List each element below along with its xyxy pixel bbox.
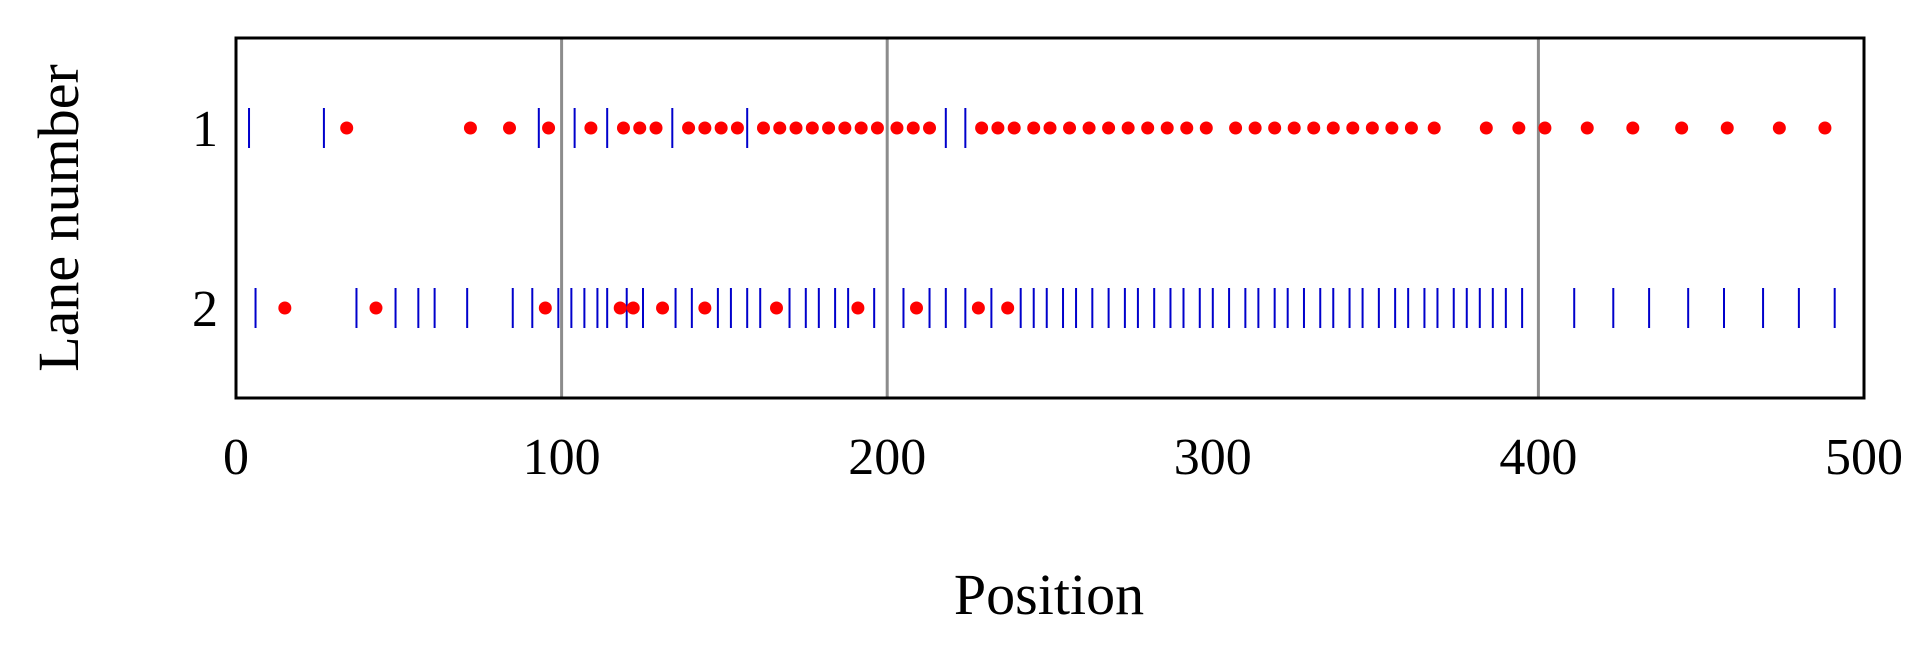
lane-1-dot-mark — [1141, 121, 1155, 135]
lane-1-dot-mark — [870, 121, 884, 135]
lane-1-dot-mark — [1365, 121, 1379, 135]
lane-1-dot-mark — [1121, 121, 1135, 135]
lane-1-dot-mark — [923, 121, 937, 135]
x-tick-labels: 0 100 200 300 400 500 — [223, 429, 1903, 486]
lane-1-dot-mark — [1385, 121, 1399, 135]
lane-1-dot-mark — [503, 121, 517, 135]
lane-1-dot-mark — [1268, 121, 1282, 135]
lane-2-dot-mark — [538, 301, 552, 315]
lane-1-dot-mark — [1307, 121, 1321, 135]
lane-2-dot-mark — [971, 301, 985, 315]
lane-2-dot-mark — [910, 301, 924, 315]
lane-2-dot-mark — [278, 301, 292, 315]
x-tick-label: 0 — [223, 429, 249, 486]
x-tick-label: 400 — [1499, 429, 1577, 486]
y-tick-labels: 12 — [192, 101, 218, 338]
lane-1-dot-mark — [1043, 121, 1057, 135]
lane-1-dot-mark — [773, 121, 787, 135]
lane-2-dot-mark — [369, 301, 383, 315]
x-tick-label: 200 — [848, 429, 926, 486]
lane-1-dot-mark — [542, 121, 556, 135]
lane-1-dot-mark — [1027, 121, 1041, 135]
lane-1-dot-mark — [789, 121, 803, 135]
lane-1-dot-mark — [1199, 121, 1213, 135]
lane-2-dot-mark — [626, 301, 640, 315]
lane-1-dot-mark — [340, 121, 354, 135]
lane-1-dot-mark — [1007, 121, 1021, 135]
lane-1-dot-mark — [698, 121, 712, 135]
y-tick-label: 1 — [192, 101, 218, 158]
reference-lines — [560, 38, 1540, 398]
lane-1-dot-mark — [1160, 121, 1174, 135]
lane-1-dot-mark — [906, 121, 920, 135]
lane-1-dot-mark — [633, 121, 647, 135]
lane-2-dot-mark — [851, 301, 865, 315]
lane-1-dot-mark — [1720, 121, 1734, 135]
x-tick-label: 500 — [1825, 429, 1903, 486]
lane-1-dot-mark — [1326, 121, 1340, 135]
lane-1-dot-mark — [822, 121, 836, 135]
lane-1-dot-mark — [838, 121, 852, 135]
lane-1-dot-mark — [714, 121, 728, 135]
lane-1-dot-mark — [649, 121, 663, 135]
lane-1-dot-mark — [854, 121, 868, 135]
data-marks — [248, 108, 1836, 328]
lane-1-dot-mark — [730, 121, 744, 135]
lane-1-dot-mark — [1102, 121, 1116, 135]
y-axis-title: Lane number — [26, 64, 91, 372]
lane-1-dot-mark — [1346, 121, 1360, 135]
lane-1-dot-mark — [1287, 121, 1301, 135]
lane-1-dot-mark — [1512, 121, 1526, 135]
plot-frame — [234, 36, 1866, 400]
lane-1-dot-mark — [1580, 121, 1594, 135]
lane-1-dot-mark — [463, 121, 477, 135]
lane-1-dot-mark — [1063, 121, 1077, 135]
y-tick-label: 2 — [192, 281, 218, 338]
lane-1-dot-mark — [1427, 121, 1441, 135]
x-tick-label: 100 — [523, 429, 601, 486]
lane-1-dot-mark — [756, 121, 770, 135]
lane-1-dot-mark — [1818, 121, 1832, 135]
lane-1-dot-mark — [616, 121, 630, 135]
lane-1-dot-mark — [1248, 121, 1262, 135]
lane-1-dot-mark — [991, 121, 1005, 135]
lane-1-dot-mark — [1479, 121, 1493, 135]
lane-1-dot-mark — [1082, 121, 1096, 135]
lane-1-dot-mark — [890, 121, 904, 135]
lane-1-dot-mark — [1180, 121, 1194, 135]
lane-1-dot-mark — [1538, 121, 1552, 135]
lane-2-dot-mark — [613, 301, 627, 315]
lane-1-dot-mark — [805, 121, 819, 135]
lane-2-dot-mark — [769, 301, 783, 315]
lane-1-dot-mark — [682, 121, 696, 135]
lane-2-dot-mark — [698, 301, 712, 315]
lane-1-dot-mark — [975, 121, 989, 135]
lane-1-dot-mark — [1675, 121, 1689, 135]
lane-2-dot-mark — [1001, 301, 1015, 315]
x-axis-title: Position — [954, 562, 1144, 627]
lane-1-dot-mark — [1772, 121, 1786, 135]
lane-1-dot-mark — [1229, 121, 1243, 135]
lane-1-dot-mark — [584, 121, 598, 135]
x-tick-label: 300 — [1174, 429, 1252, 486]
lane-1-dot-mark — [1404, 121, 1418, 135]
lane-1-dot-mark — [1626, 121, 1640, 135]
lane-2-dot-mark — [656, 301, 670, 315]
